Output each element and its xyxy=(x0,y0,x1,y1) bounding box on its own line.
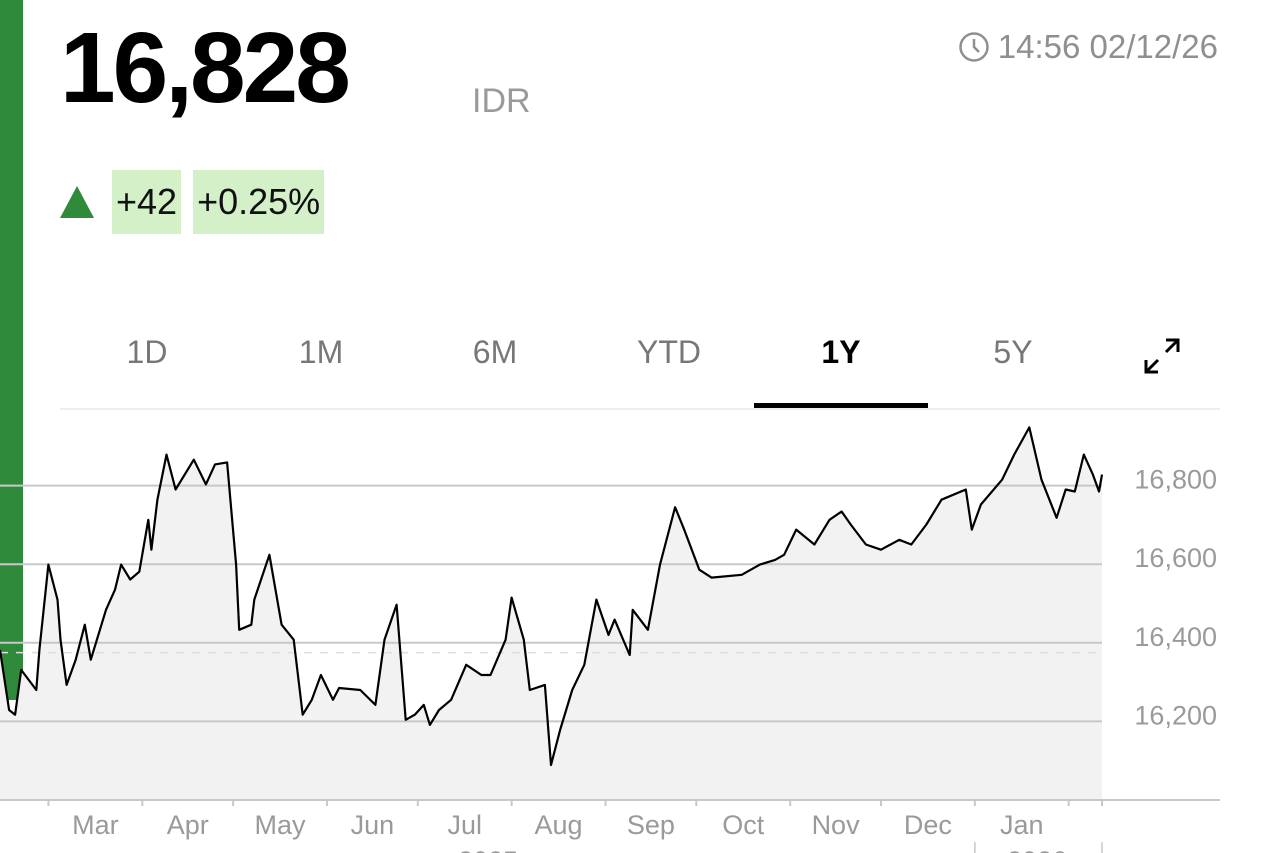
price-chart: 16,200 16,400 16,600 16,800 Mar Apr May Jun Jul A… xyxy=(0,426,1220,853)
tab-ytd[interactable]: YTD xyxy=(637,334,701,370)
expand-icon[interactable] xyxy=(1140,334,1184,378)
x-tick-label: Sep xyxy=(627,810,675,840)
change-badge: +42 xyxy=(112,170,182,234)
price-value: 16,828 xyxy=(60,12,351,124)
x-tick-label: May xyxy=(255,810,307,840)
x-tick-label: Nov xyxy=(812,810,861,840)
tab-1y[interactable]: 1Y xyxy=(754,330,928,408)
clock-icon xyxy=(959,32,989,62)
area-fill xyxy=(0,427,1102,800)
x-tick-label: Jun xyxy=(351,810,395,840)
accent-bar xyxy=(0,0,23,700)
y-tick-label: 16,400 xyxy=(1134,622,1217,652)
y-tick-label: 16,600 xyxy=(1134,543,1217,573)
year-label: 2026 xyxy=(1007,846,1067,853)
x-tick-label: Dec xyxy=(904,810,952,840)
x-tick-label: Aug xyxy=(535,810,583,840)
range-tabs: 1D 1M 6M YTD 1Y 5Y xyxy=(60,320,1220,410)
currency-label: IDR xyxy=(472,82,531,120)
tab-6m[interactable]: 6M xyxy=(472,334,518,370)
change-percent-badge: +0.25% xyxy=(193,170,325,234)
change-row: +42 +0.25% xyxy=(60,170,325,234)
x-tick-label: Apr xyxy=(167,810,209,840)
y-tick-label: 16,200 xyxy=(1134,700,1217,730)
price-line xyxy=(0,426,1104,767)
x-tick-label: Mar xyxy=(72,810,119,840)
timestamp-text: 14:56 02/12/26 xyxy=(997,28,1218,65)
tab-5y[interactable]: 5Y xyxy=(993,334,1033,370)
tab-1d[interactable]: 1D xyxy=(126,334,168,370)
year-label: 2025 xyxy=(458,846,518,853)
tab-1m[interactable]: 1M xyxy=(298,334,344,370)
triangle-up-icon xyxy=(60,186,94,218)
x-tick-label: Jan xyxy=(1000,810,1044,840)
x-tick-label: Oct xyxy=(722,810,765,840)
y-tick-label: 16,800 xyxy=(1134,465,1217,495)
timestamp: 14:56 02/12/26 xyxy=(958,28,1218,66)
x-tick-label: Jul xyxy=(447,810,482,840)
